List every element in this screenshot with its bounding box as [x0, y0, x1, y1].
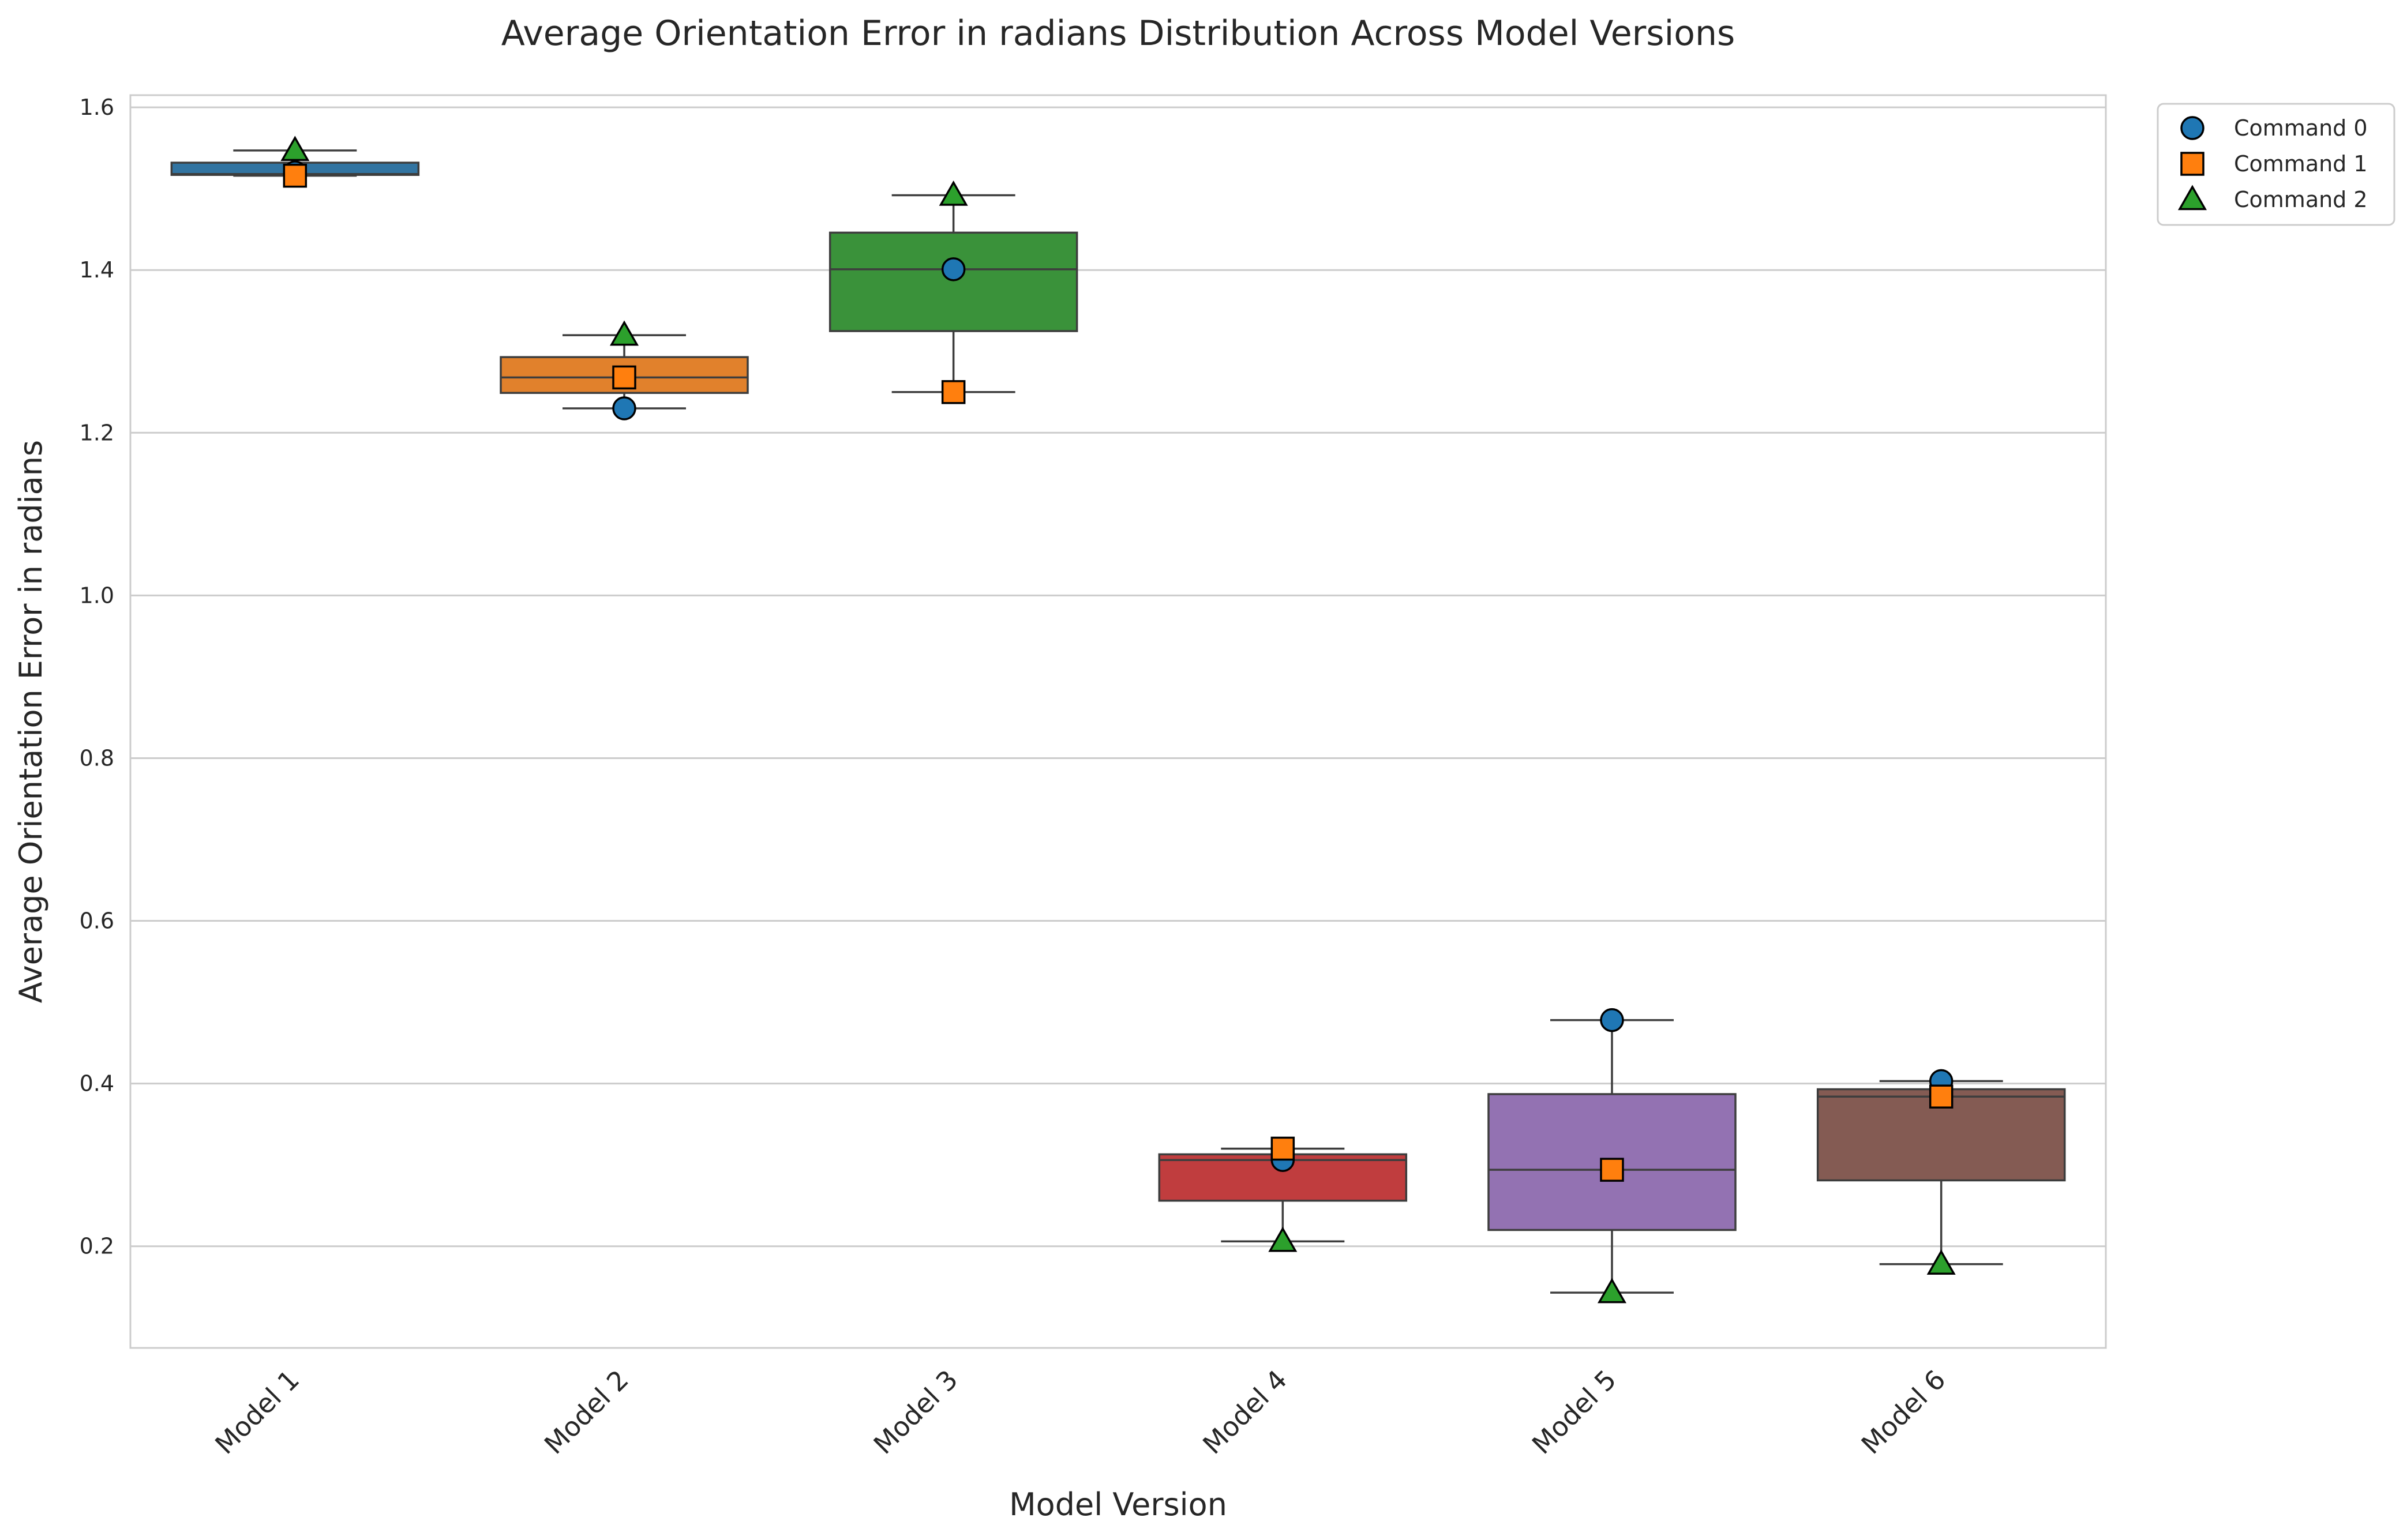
marker-triangle — [1926, 1249, 1956, 1275]
legend-frame — [2157, 103, 2395, 226]
legend-item: Command 2 — [2177, 185, 2368, 212]
iqr-box — [828, 231, 1078, 332]
x-axis-label: Model Version — [1009, 1486, 1227, 1523]
data-markers — [280, 136, 1956, 1304]
box-5 — [1487, 1019, 1737, 1294]
marker-triangle — [1268, 1226, 1298, 1252]
marker-square — [1929, 1084, 1954, 1109]
x-tick-label: Model 5 — [1526, 1364, 1622, 1460]
legend-marker — [2180, 152, 2204, 176]
marker-circle — [1600, 1008, 1624, 1032]
y-tick-label: 0.6 — [80, 908, 114, 934]
y-tick-label: 0.2 — [80, 1234, 114, 1259]
y-tick-label: 0.8 — [80, 745, 114, 771]
marker-circle — [612, 396, 636, 420]
marker-square — [283, 163, 308, 188]
marker-circle — [941, 257, 966, 281]
chart-title: Average Orientation Error in radians Dis… — [501, 13, 1735, 54]
marker-triangle — [939, 180, 968, 206]
legend-item: Command 1 — [2180, 151, 2368, 176]
marker-triangle — [609, 320, 639, 346]
y-tick-label: 1.6 — [80, 95, 114, 120]
y-tick-labels: 0.2 0.4 0.6 0.8 1.0 1.2 1.4 1.6 — [80, 95, 114, 1259]
marker-square — [1600, 1158, 1624, 1182]
x-tick-label: Model 2 — [538, 1364, 635, 1460]
x-tick-label: Model 6 — [1855, 1364, 1952, 1460]
grid-lines — [130, 106, 2106, 1248]
legend-label: Command 2 — [2234, 187, 2368, 212]
x-tick-label: Model 1 — [209, 1364, 305, 1460]
marker-triangle — [1597, 1278, 1627, 1304]
legend-marker — [2180, 116, 2204, 140]
x-tick-label: Model 4 — [1197, 1364, 1293, 1460]
legend-item: Command 0 — [2180, 115, 2368, 141]
box-6 — [1816, 1080, 2066, 1265]
x-tick-label: Model 3 — [868, 1364, 964, 1460]
legend-items: Command 0 Command 1 Command 2 — [2177, 115, 2368, 212]
plot-area-frame — [129, 94, 2107, 1349]
y-tick-label: 1.2 — [80, 420, 114, 445]
legend-marker — [2177, 185, 2207, 211]
legend-label: Command 1 — [2234, 151, 2368, 176]
marker-triangle — [280, 136, 310, 161]
marker-square — [1270, 1136, 1295, 1161]
box-3 — [828, 194, 1078, 393]
legend: Command 0 Command 1 Command 2 — [2157, 103, 2395, 226]
y-tick-label: 0.4 — [80, 1071, 114, 1096]
boxes — [170, 149, 2066, 1294]
marker-square — [612, 365, 636, 390]
y-tick-label: 1.4 — [80, 257, 114, 283]
y-tick-label: 1.0 — [80, 583, 114, 608]
legend-label: Command 0 — [2234, 115, 2368, 141]
y-axis-label: Average Orientation Error in radians — [13, 440, 49, 1003]
x-tick-labels: Model 1 Model 2 Model 3 Model 4 Model 5 Model… — [209, 1364, 1951, 1460]
marker-square — [941, 380, 966, 404]
